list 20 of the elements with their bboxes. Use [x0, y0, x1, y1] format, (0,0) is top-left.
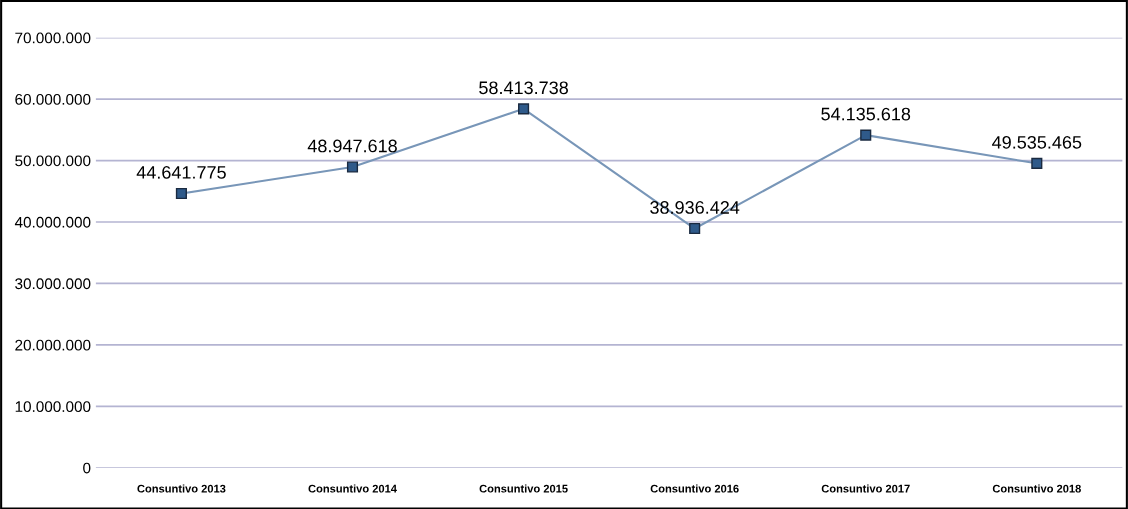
y-tick-label: 50.000.000: [15, 155, 91, 167]
x-tick-label: Consuntivo 2018: [992, 484, 1081, 493]
text: 58.413.738: [479, 81, 568, 95]
y-tick-label: 40.000.000: [14, 216, 91, 228]
text: 54.135.618: [821, 107, 911, 121]
y-tick-label: 70.000.000: [15, 32, 91, 44]
x-tick-label: Consuntivo 2016: [650, 484, 739, 493]
x-tick-label: Consuntivo 2015: [479, 484, 568, 493]
text: 44.641.775: [136, 166, 226, 179]
x-tick-label: Consuntivo 2017: [821, 484, 910, 493]
x-tick-label: Consuntivo 2013: [137, 484, 226, 493]
text: 38.936.424: [650, 201, 740, 214]
y-tick-label: 0: [83, 462, 91, 474]
y-tick-label: 10.000.000: [15, 401, 91, 413]
text: 49.535.465: [992, 135, 1082, 149]
y-tick-label: 20.000.000: [15, 339, 91, 351]
y-tick-label: 30.000.000: [15, 278, 91, 290]
text: 48.947.618: [307, 139, 397, 153]
y-tick-label: 60.000.000: [15, 93, 91, 105]
x-tick-label: Consuntivo 2014: [308, 484, 397, 493]
